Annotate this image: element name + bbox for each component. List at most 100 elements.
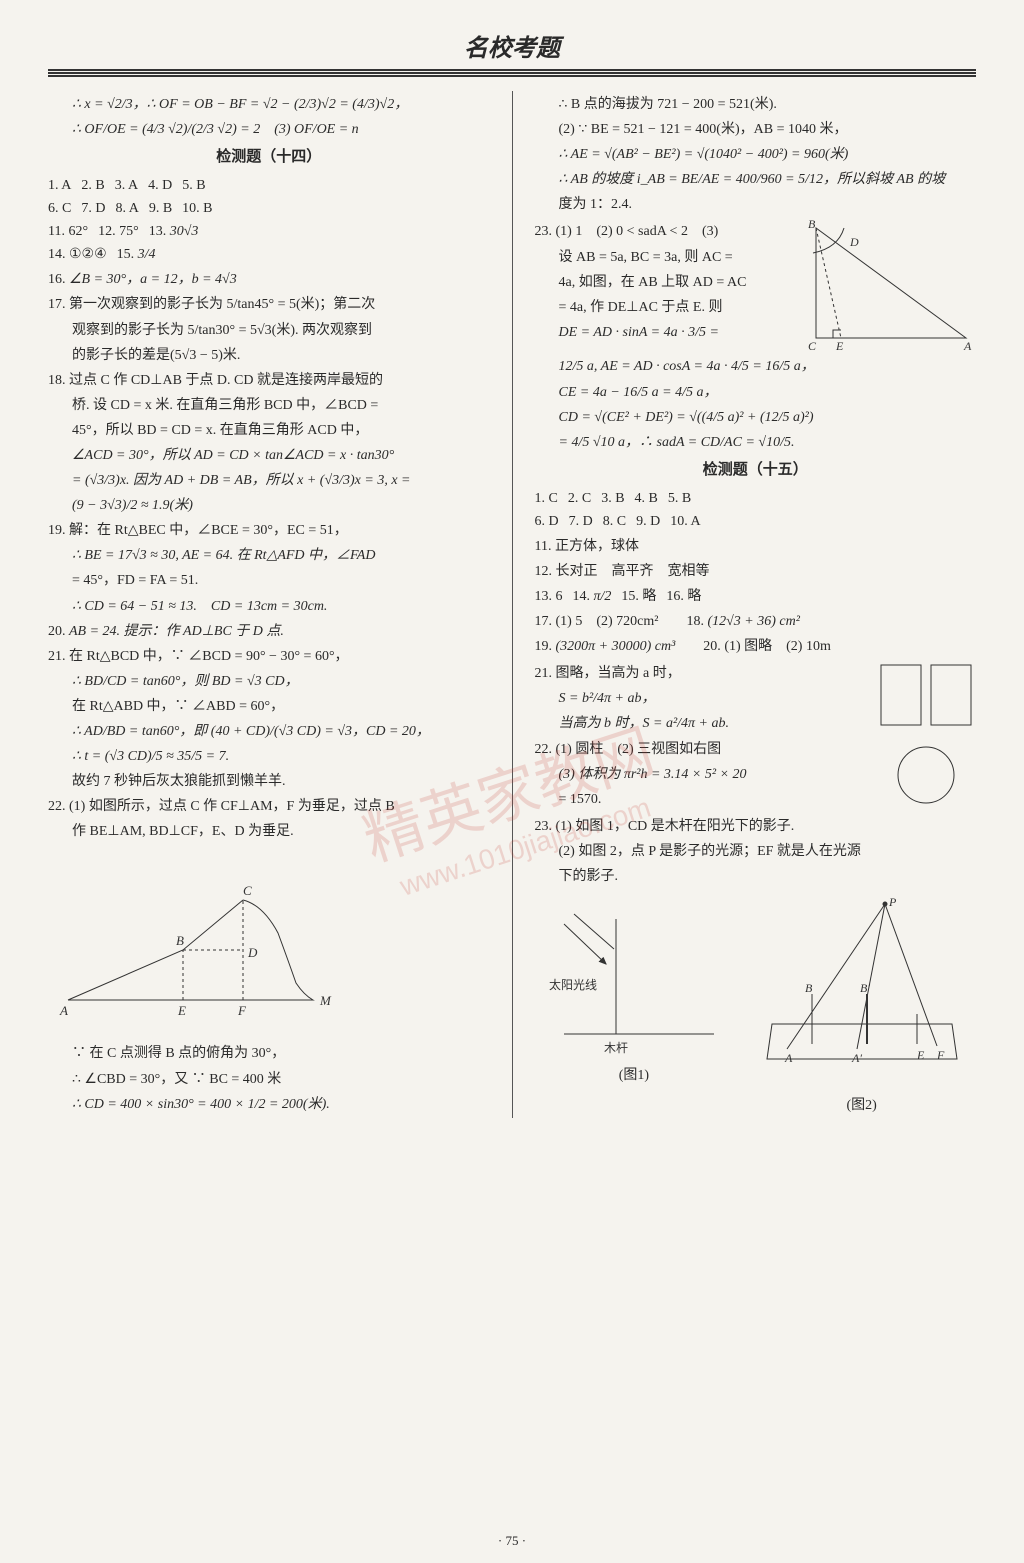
q19-2: ∴ BE = 17√3 ≈ 30, AE = 64. 在 Rt△AFD 中，∠F… bbox=[72, 544, 490, 567]
r-q22r-3: = 1570. bbox=[559, 788, 871, 811]
r-q23-6: 12/5 a, AE = AD · cosA = 4a · 4/5 = 16/5… bbox=[559, 355, 977, 378]
mc-row-1: 1. A 2. B 3. A 4. D 5. B bbox=[48, 174, 490, 197]
lbl-f: F bbox=[237, 1003, 247, 1018]
lbl-e: E bbox=[177, 1003, 186, 1018]
q22-2: 作 BE⊥AM, BD⊥CF，E、D 为垂足. bbox=[72, 820, 490, 843]
r-q22r-1: 22. (1) 圆柱 (2) 三视图如右图 bbox=[535, 738, 871, 761]
q19-4: ∴ CD = 64 − 51 ≈ 13. CD = 13cm = 30cm. bbox=[72, 595, 490, 618]
q16: 16. ∠B = 30°，a = 12，b = 4√3 bbox=[48, 268, 490, 291]
svg-text:A′: A′ bbox=[851, 1051, 862, 1065]
section-15-title: 检测题（十五） bbox=[535, 458, 977, 483]
lbl-m: M bbox=[319, 993, 332, 1008]
q19-3: = 45°，FD = FA = 51. bbox=[72, 569, 490, 592]
r-q22-4: ∴ AB 的坡度 i_AB = BE/AE = 400/960 = 5/12，所… bbox=[559, 168, 977, 191]
r-mc-row-2: 6. D 7. D 8. C 9. D 10. A bbox=[535, 510, 977, 533]
svg-text:E: E bbox=[916, 1048, 925, 1062]
svg-text:P: P bbox=[888, 895, 897, 909]
q22-a2: ∴ ∠CBD = 30°，又 ∵ BC = 400 米 bbox=[72, 1068, 490, 1091]
r-q23-5: DE = AD · sinA = 4a · 3/5 = bbox=[559, 321, 799, 344]
fig2-caption: (图2) bbox=[757, 1094, 967, 1117]
r-q11: 11. 正方体，球体 bbox=[535, 535, 977, 558]
r-q23-9: = 4/5 √10 a，∴ sadA = CD/AC = √10/5. bbox=[559, 431, 977, 454]
r-q21-2: S = b²/4π + ab， bbox=[559, 687, 871, 710]
lbl-b: B bbox=[176, 933, 184, 948]
q18-2: 桥. 设 CD = x 米. 在直角三角形 BCD 中，∠BCD = bbox=[72, 394, 490, 417]
r-q22r-2: (3) 体积为 πr²h = 3.14 × 5² × 20 bbox=[559, 763, 871, 786]
svg-text:E: E bbox=[835, 339, 844, 353]
q17-2: 观察到的影子长为 5/tan30° = 5√3(米). 两次观察到 bbox=[72, 319, 490, 342]
q22: 22. (1) 如图所示，过点 C 作 CF⊥AM，F 为垂足，过点 B bbox=[48, 795, 490, 818]
figure-2-light: P A A′ B B′ E F bbox=[757, 894, 967, 1094]
page-number: · 75 · bbox=[498, 1533, 526, 1549]
section-14-title: 检测题（十四） bbox=[48, 145, 490, 170]
left-column: ∴ x = √2/3，∴ OF = OB − BF = √2 − (2/3)√2… bbox=[48, 91, 490, 1118]
mc-row-4: 14. ①②④ 15. 3/4 bbox=[48, 243, 490, 266]
q19: 19. 解：在 Rt△BEC 中，∠BCE = 30°，EC = 51， bbox=[48, 519, 490, 542]
ans: 2. B bbox=[81, 174, 104, 197]
r-q19-20: 19. (3200π + 30000) cm³ 20. (1) 图略 (2) 1… bbox=[535, 635, 977, 658]
q21-3: 在 Rt△ABD 中，∵ ∠ABD = 60°， bbox=[72, 695, 490, 718]
q21-4: ∴ AD/BD = tan60°，即 (40 + CD)/(√3 CD) = √… bbox=[72, 720, 490, 743]
fig1-caption: (图1) bbox=[544, 1064, 724, 1087]
r-q22-5: 度为 1：2.4. bbox=[559, 193, 977, 216]
right-column: ∴ B 点的海拔为 721 − 200 = 521(米). (2) ∵ BE =… bbox=[535, 91, 977, 1118]
r-q17-18: 17. (1) 5 (2) 720cm² 18. (12√3 + 36) cm² bbox=[535, 610, 977, 633]
opening-line-2: ∴ OF/OE = (4/3 √2)/(2/3 √2) = 2 (3) OF/O… bbox=[72, 118, 490, 141]
figure-22-left: A B C D E F M bbox=[48, 845, 358, 1040]
r-q22-2: (2) ∵ BE = 521 − 121 = 400(米)，AB = 1040 … bbox=[559, 118, 977, 141]
mc-row-2: 6. C 7. D 8. A 9. B 10. B bbox=[48, 197, 490, 220]
r-q23r-2: (2) 如图 2，点 P 是影子的光源；EF 就是人在光源 bbox=[559, 840, 977, 863]
r-q23r-3: 下的影子. bbox=[559, 865, 977, 888]
column-divider bbox=[512, 91, 513, 1118]
q18-3: 45°，所以 BD = CD = x. 在直角三角形 ACD 中， bbox=[72, 419, 490, 442]
figure-23-triangle: B C A D E bbox=[806, 218, 976, 353]
q18-6: (9 − 3√3)/2 ≈ 1.9(米) bbox=[72, 494, 490, 517]
lbl-a: A bbox=[59, 1003, 68, 1018]
q17: 17. 第一次观察到的影子长为 5/tan45° = 5(米)；第二次 bbox=[48, 293, 490, 316]
lbl-c: C bbox=[243, 883, 252, 898]
q22-a1: ∵ 在 C 点测得 B 点的俯角为 30°， bbox=[72, 1042, 490, 1065]
q21: 21. 在 Rt△BCD 中，∵ ∠BCD = 90° − 30° = 60°， bbox=[48, 645, 490, 668]
title-rule bbox=[48, 69, 976, 77]
q21-5: ∴ t = (√3 CD)/5 ≈ 35/5 = 7. bbox=[72, 745, 490, 768]
mc-row-3: 11. 62° 12. 75° 13. 30√3 bbox=[48, 220, 490, 243]
svg-text:B: B bbox=[808, 218, 816, 231]
svg-text:B: B bbox=[805, 981, 813, 995]
q18-4: ∠ACD = 30°，所以 AD = CD × tan∠ACD = x · ta… bbox=[72, 444, 490, 467]
svg-text:F: F bbox=[936, 1048, 945, 1062]
lbl-d: D bbox=[247, 945, 258, 960]
svg-text:C: C bbox=[808, 339, 817, 353]
r-q22-1: ∴ B 点的海拔为 721 − 200 = 521(米). bbox=[559, 93, 977, 116]
q22-a3: ∴ CD = 400 × sin30° = 400 × 1/2 = 200(米)… bbox=[72, 1093, 490, 1116]
r-q23-7: CE = 4a − 16/5 a = 4/5 a， bbox=[559, 381, 977, 404]
r-q22-3: ∴ AE = √(AB² − BE²) = √(1040² − 400²) = … bbox=[559, 143, 977, 166]
q20: 20. AB = 24. 提示：作 AD⊥BC 于 D 点. bbox=[48, 620, 490, 643]
q21-2: ∴ BD/CD = tan60°，则 BD = √3 CD， bbox=[72, 670, 490, 693]
svg-text:A: A bbox=[784, 1051, 793, 1065]
svg-text:木杆: 木杆 bbox=[604, 1041, 628, 1055]
r-q21-3: 当高为 b 时，S = a²/4π + ab. bbox=[559, 712, 871, 735]
ans: 3. A bbox=[115, 174, 138, 197]
r-mc-row-1: 1. C 2. C 3. B 4. B 5. B bbox=[535, 487, 977, 510]
q18: 18. 过点 C 作 CD⊥AB 于点 D. CD 就是连接两岸最短的 bbox=[48, 369, 490, 392]
r-q23-2: 设 AB = 5a, BC = 3a, 则 AC = bbox=[559, 246, 799, 269]
r-mc-row-4: 13. 6 14. π/2 15. 略 16. 略 bbox=[535, 585, 977, 608]
figure-1-sunlight: 太阳光线 木杆 bbox=[544, 894, 724, 1064]
svg-text:A: A bbox=[963, 339, 972, 353]
q17-3: 的影子长的差是(5√3 − 5)米. bbox=[72, 344, 490, 367]
opening-line-1: ∴ x = √2/3，∴ OF = OB − BF = √2 − (2/3)√2… bbox=[72, 93, 490, 116]
svg-text:D: D bbox=[849, 235, 859, 249]
q21-6: 故约 7 秒钟后灰太狼能抓到懒羊羊. bbox=[72, 770, 490, 793]
ans: 5. B bbox=[182, 174, 205, 197]
r-q21-1: 21. 图略，当高为 a 时， bbox=[535, 662, 871, 685]
page-title: 名校考题 bbox=[48, 28, 976, 63]
r-q23-4: = 4a, 作 DE⊥AC 于点 E. 则 bbox=[559, 296, 799, 319]
r-q12: 12. 长对正 高平齐 宽相等 bbox=[535, 560, 977, 583]
ans: 4. D bbox=[148, 174, 172, 197]
r-q23r-1: 23. (1) 如图 1，CD 是木杆在阳光下的影子. bbox=[535, 815, 977, 838]
ans: 1. A bbox=[48, 174, 71, 197]
r-q23-1: 23. (1) 1 (2) 0 < sadA < 2 (3) bbox=[535, 220, 799, 243]
r-q23-3: 4a, 如图，在 AB 上取 AD = AC bbox=[559, 271, 799, 294]
r-q23-8: CD = √(CE² + DE²) = √((4/5 a)² + (12/5 a… bbox=[559, 406, 977, 429]
figure-three-views bbox=[876, 660, 976, 810]
